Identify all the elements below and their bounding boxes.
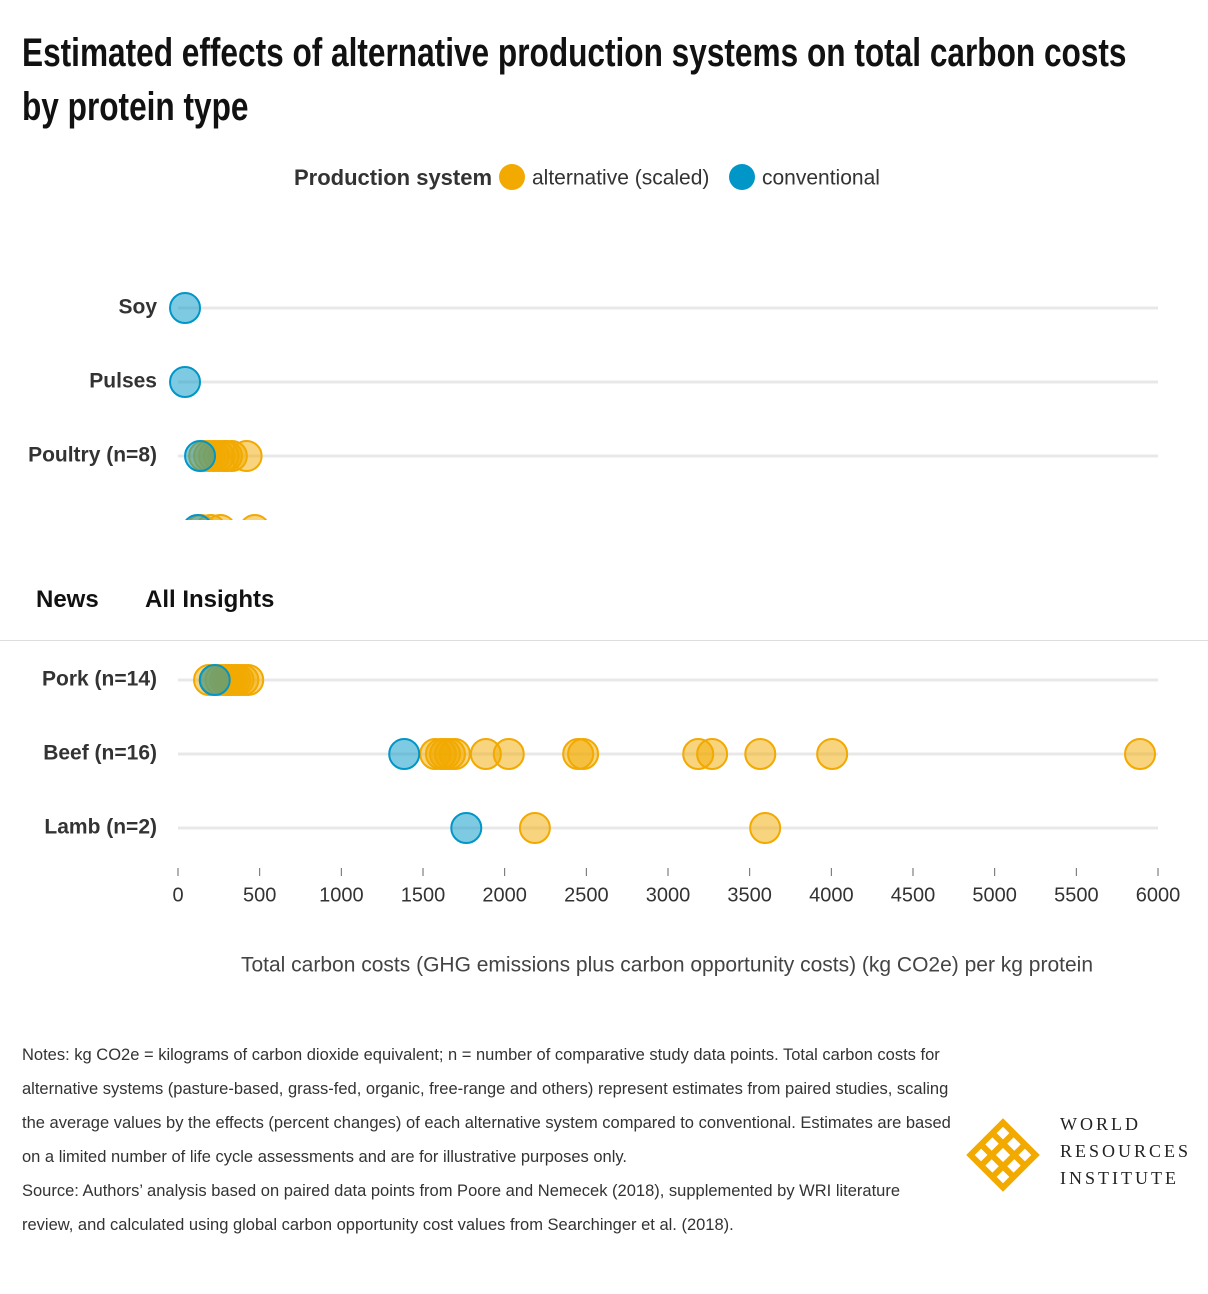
data-point <box>518 812 551 844</box>
data-point <box>169 292 202 324</box>
x-tick-label: 1500 <box>401 884 446 906</box>
legend-swatch <box>499 164 525 190</box>
y-tick-label: Soy <box>118 296 157 319</box>
data-point <box>232 664 265 696</box>
x-tick-label: 1000 <box>319 884 364 906</box>
logo-text: RESOURCES <box>1060 1141 1192 1161</box>
source-text: Source: Authors’ analysis based on paire… <box>22 1182 901 1234</box>
data-point <box>438 738 471 770</box>
x-tick-label: 2500 <box>564 884 609 906</box>
y-tick-label: Pork (n=14) <box>42 668 157 691</box>
logo-text: INSTITUTE <box>1060 1168 1179 1188</box>
x-tick-label: 4500 <box>891 884 936 906</box>
legend-swatch <box>729 164 755 190</box>
x-tick-label: 0 <box>172 884 183 906</box>
x-tick-label: 500 <box>243 884 276 906</box>
data-point <box>492 738 525 770</box>
logo-text: WORLD <box>1060 1114 1141 1134</box>
data-point <box>696 738 729 770</box>
y-tick-label: Pulses <box>89 370 157 393</box>
x-tick-label: 5500 <box>1054 884 1099 906</box>
data-point <box>816 738 849 770</box>
logo-mark <box>966 1118 1040 1192</box>
nav-link[interactable]: News <box>36 586 99 613</box>
x-tick-label: 6000 <box>1136 884 1181 906</box>
x-tick-label: 3500 <box>727 884 772 906</box>
nav-bar: News All Insights <box>0 520 1208 641</box>
x-tick-label: 2000 <box>482 884 527 906</box>
data-point <box>749 812 782 844</box>
data-point <box>450 812 483 844</box>
x-tick-label: 5000 <box>972 884 1017 906</box>
data-point <box>198 664 231 696</box>
data-point <box>388 738 421 770</box>
data-point <box>744 738 777 770</box>
y-tick-label: Beef (n=16) <box>43 742 157 765</box>
data-point <box>1124 738 1157 770</box>
y-tick-label: Lamb (n=2) <box>44 816 157 839</box>
y-tick-label: Poultry (n=8) <box>28 444 157 467</box>
data-point <box>567 738 600 770</box>
legend-label: alternative (scaled) <box>532 167 709 190</box>
data-point <box>230 440 263 472</box>
x-axis-label: Total carbon costs (GHG emissions plus c… <box>241 954 1093 977</box>
notes-text: Notes: kg CO2e = kilograms of carbon dio… <box>22 1046 951 1166</box>
data-point <box>184 440 217 472</box>
notes: Notes: kg CO2e = kilograms of carbon dio… <box>22 1038 952 1242</box>
data-point <box>169 366 202 398</box>
chart-title: Estimated effects of alternative product… <box>22 31 1127 129</box>
legend-label: conventional <box>762 167 880 190</box>
x-tick-label: 3000 <box>646 884 691 906</box>
nav-link[interactable]: All Insights <box>145 586 275 613</box>
x-tick-label: 4000 <box>809 884 854 906</box>
legend-title: Production system <box>294 165 492 190</box>
